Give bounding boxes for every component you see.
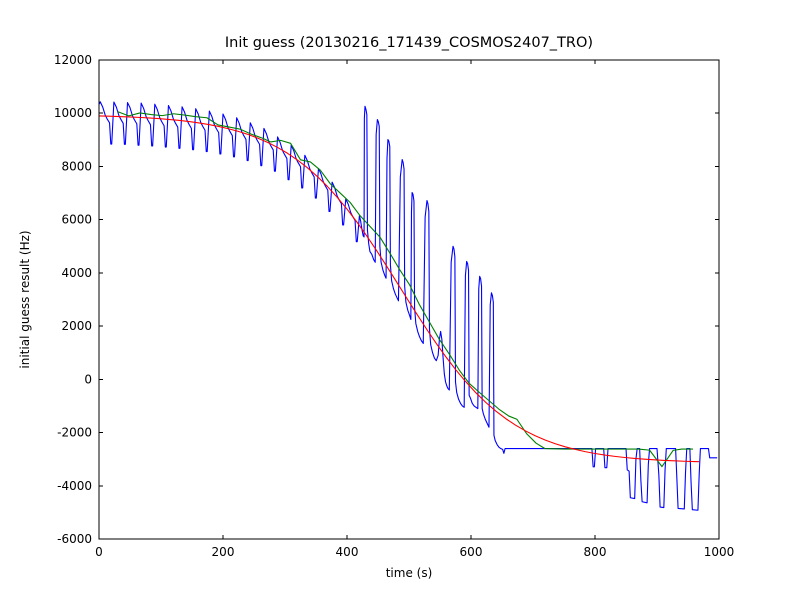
x-tick-label: 800 [584,545,607,559]
y-tick-label: -6000 [57,532,92,546]
tick-labels-group: 0 200 400 600 800 1000 12000 10000 8000 6000 4000 2… [54,53,734,559]
y-tick-label: 4000 [61,266,92,280]
x-tick-label: 0 [95,545,103,559]
x-tick-label: 600 [460,545,483,559]
x-tick-label: 400 [336,545,359,559]
series-blue-raw-guess [98,101,718,511]
y-tick-label: 8000 [61,159,92,173]
series-red-fit-curve [98,115,700,463]
y-tick-label: -2000 [57,426,92,440]
series-group [98,101,718,511]
y-tick-label: 6000 [61,213,92,227]
x-axis-label: time (s) [386,566,433,580]
y-tick-label: -4000 [57,479,92,493]
y-tick-label: 0 [84,372,92,386]
y-tick-label: 12000 [54,53,92,67]
y-tick-label: 2000 [61,319,92,333]
axes-frame [98,59,720,540]
x-tick-label: 200 [212,545,235,559]
plot-title: Init guess (20130216_171439_COSMOS2407_T… [225,35,593,51]
x-tick-label: 1000 [704,545,735,559]
series-green-smoothed-guess [117,111,693,468]
y-tick-label: 10000 [54,106,92,120]
y-axis-label: initial guess result (Hz) [18,230,32,368]
